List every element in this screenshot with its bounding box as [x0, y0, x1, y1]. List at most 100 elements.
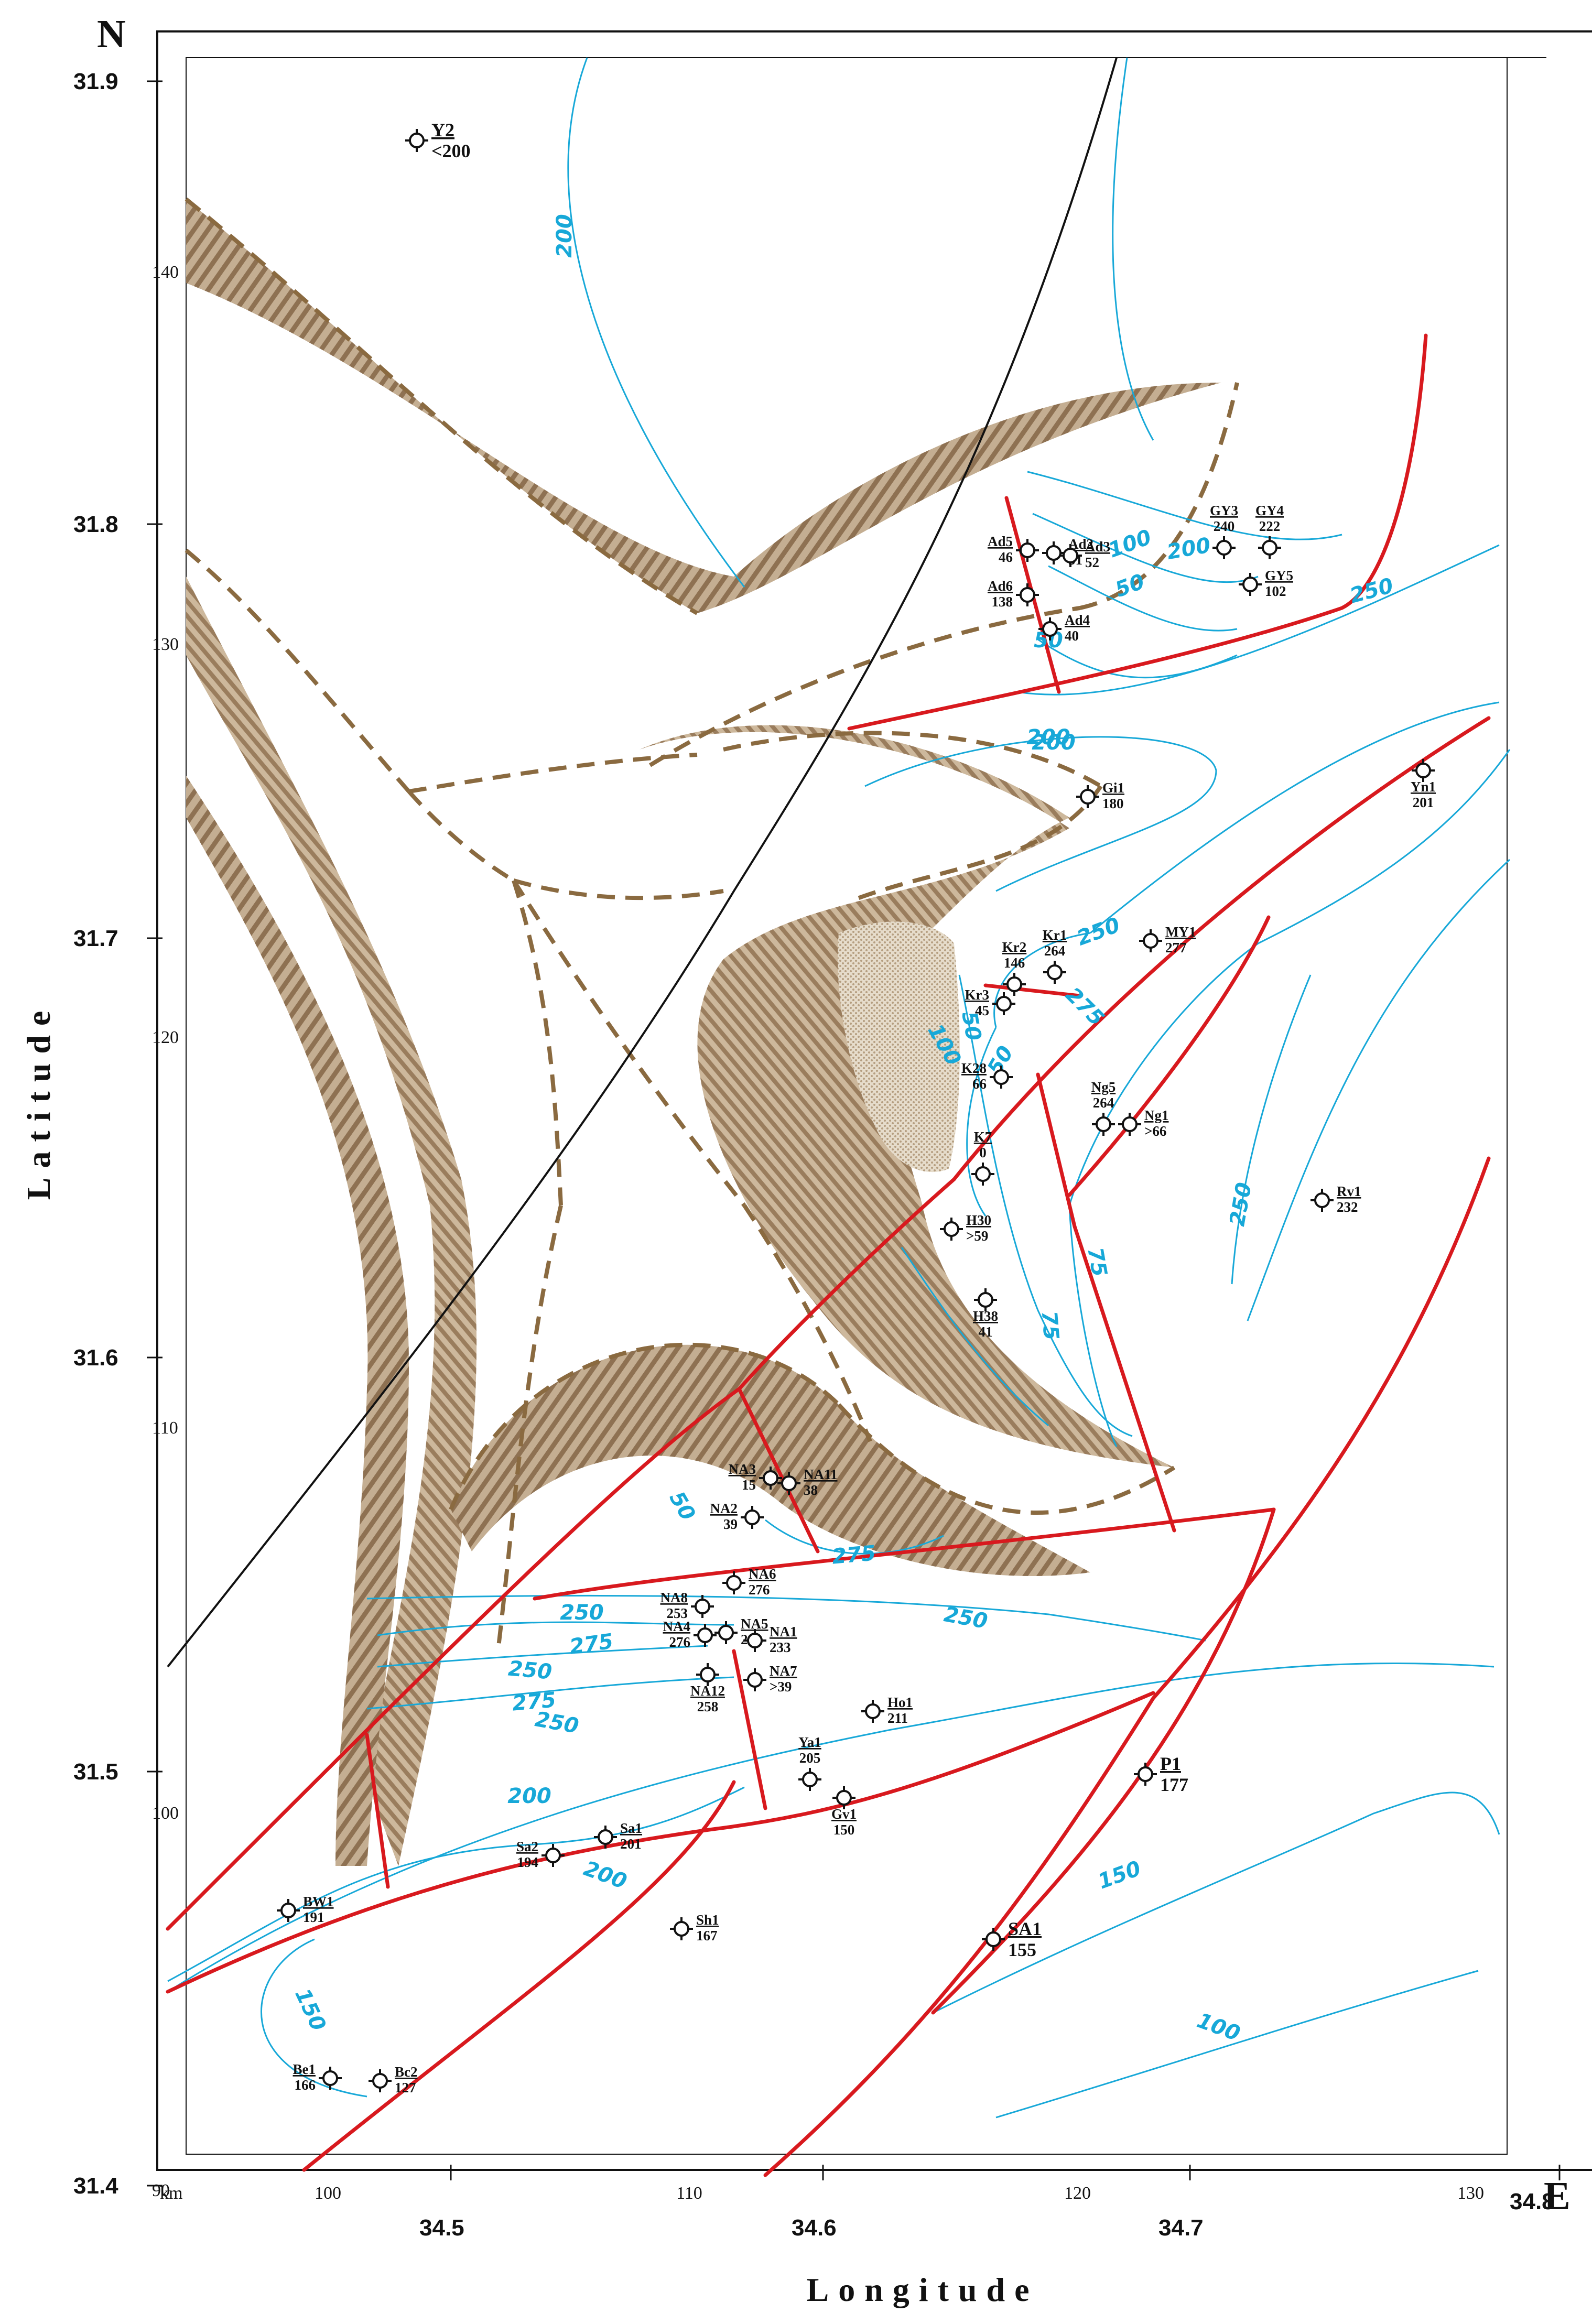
well-name: NA3	[729, 1461, 756, 1477]
km-y-tick-110: 110	[152, 1418, 178, 1438]
well-value: 102	[1265, 583, 1286, 599]
well-name: Yn1	[1411, 779, 1436, 795]
well-value: 155	[1008, 1939, 1036, 1960]
well-value: 0	[979, 1145, 987, 1160]
structure-dotted-area	[838, 921, 960, 1172]
km-y-tick-120: 120	[152, 1028, 179, 1047]
well-y2: Y2<200	[405, 120, 471, 161]
east-label: E	[1544, 2174, 1571, 2218]
well-value: 222	[1259, 518, 1281, 534]
lon-tick-34-8: 34.8	[1510, 2189, 1555, 2214]
lat-tick-31-9: 31.9	[73, 69, 118, 94]
lon-tick-34-5: 34.5	[419, 2215, 464, 2241]
well-name: Ya1	[798, 1734, 821, 1750]
contour-label: 50	[957, 1009, 985, 1042]
well-h30: H30>59	[940, 1212, 991, 1244]
lat-tick-31-5: 31.5	[73, 1759, 118, 1785]
contour-label: 250	[942, 1602, 989, 1634]
lat-tick-31-7: 31.7	[73, 926, 118, 951]
structure-band-center	[640, 725, 1174, 1468]
well-value: >59	[966, 1228, 988, 1244]
well-name: GY3	[1210, 503, 1238, 518]
well-symbol-icon	[598, 1829, 613, 1845]
well-value: 138	[992, 594, 1013, 610]
well-value: 277	[1165, 940, 1187, 955]
contour-label: 75	[1082, 1245, 1111, 1278]
well-value: 233	[770, 1639, 791, 1655]
well-symbol-icon	[744, 1509, 760, 1525]
contour-label: 250	[533, 1707, 580, 1739]
well-name: Sa2	[516, 1839, 538, 1854]
well-value: 38	[804, 1482, 818, 1498]
contour-label: 75	[1037, 1310, 1064, 1341]
axis-ticks	[147, 80, 1561, 2187]
contour-label: 275	[568, 1630, 615, 1659]
well-name: SA1	[1008, 1918, 1042, 1939]
well-symbol-icon	[1122, 1116, 1138, 1132]
well-value: >66	[1144, 1123, 1166, 1139]
well-name: Rv1	[1337, 1183, 1361, 1199]
well-value: 177	[1160, 1774, 1188, 1795]
well-symbol-icon	[944, 1221, 959, 1237]
well-symbol-icon	[747, 1633, 763, 1648]
well-value: 150	[833, 1822, 855, 1838]
well-name: Y2	[431, 120, 454, 140]
well-name: Ad5	[988, 534, 1013, 549]
well-name: NA7	[770, 1663, 797, 1679]
well-layer: Y2<200Ad546Ad251Ad352Ad6138Ad440GY3240GY…	[277, 120, 1436, 2095]
contour-label: 150	[1095, 1856, 1144, 1894]
well-name: NA1	[770, 1624, 797, 1639]
km-y-tick-140: 140	[152, 263, 179, 282]
structure-dashed-lines	[185, 197, 1239, 1652]
contour-label: 250	[1074, 913, 1123, 951]
well-name: Sa1	[620, 1820, 642, 1836]
well-name: BW1	[303, 1894, 334, 1909]
well-name: Ad3	[1085, 539, 1110, 555]
structure-band-west	[186, 577, 477, 1866]
well-symbol-icon	[697, 1627, 713, 1643]
well-symbol-icon	[1046, 545, 1062, 561]
well-name: H30	[966, 1212, 991, 1228]
fault-lines	[166, 333, 1491, 2177]
km-x-tick-120: 120	[1064, 2184, 1091, 2203]
well-name: NA8	[660, 1590, 688, 1605]
contour-label: 100	[1194, 2008, 1243, 2046]
well-value: 40	[1065, 628, 1079, 644]
well-name: GY5	[1265, 568, 1293, 583]
well-name: NA2	[710, 1501, 738, 1516]
well-symbol-icon	[1314, 1192, 1330, 1208]
structure-band-west-inner	[186, 776, 409, 1866]
well-symbol-icon	[1080, 789, 1096, 805]
well-symbol-icon	[1063, 548, 1078, 563]
well-ad2: Ad251	[1042, 536, 1093, 568]
well-value: 45	[975, 1003, 989, 1018]
well-symbol-icon	[726, 1575, 742, 1591]
well-symbol-icon	[1047, 964, 1063, 980]
y-axis-title: Latitude	[20, 1002, 57, 1200]
well-value: 15	[742, 1477, 756, 1493]
coastline	[167, 57, 1118, 1668]
well-value: 232	[1337, 1199, 1358, 1215]
well-k7: K70	[971, 1129, 994, 1186]
contour-label: 50	[1112, 570, 1148, 602]
